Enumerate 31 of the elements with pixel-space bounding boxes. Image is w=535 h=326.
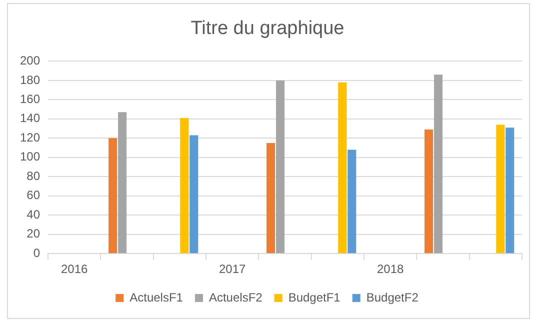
- legend-label: ActuelsF1: [130, 290, 184, 304]
- y-tick-label: 0: [33, 246, 40, 260]
- y-tick-label: 140: [20, 111, 40, 126]
- bar: [180, 118, 189, 254]
- bar: [424, 130, 434, 254]
- y-tick-label: 80: [26, 168, 40, 183]
- bar: [108, 138, 118, 254]
- legend-label: BudgetF2: [366, 290, 419, 304]
- bar: [434, 74, 443, 254]
- x-tick-label: 2016: [61, 262, 88, 276]
- y-tick-label: 100: [20, 150, 40, 164]
- bar: [190, 135, 198, 254]
- y-tick-label: 20: [26, 226, 40, 241]
- y-tick-label: 60: [26, 188, 40, 202]
- bar: [348, 150, 356, 254]
- y-tick-label: 160: [20, 92, 40, 106]
- legend-label: ActuelsF2: [208, 290, 263, 304]
- y-tick-label: 120: [20, 130, 40, 144]
- y-tick-label: 40: [26, 207, 40, 222]
- bar: [496, 124, 505, 254]
- bar: [338, 82, 347, 254]
- x-tick-label: 2017: [218, 262, 246, 276]
- bar: [506, 128, 514, 254]
- y-tick-label: 180: [20, 72, 40, 87]
- bar: [276, 80, 285, 254]
- chart-title: Titre du graphique: [190, 18, 346, 40]
- bar: [266, 142, 276, 254]
- bar: [118, 112, 127, 254]
- x-tick-label: 2018: [376, 262, 404, 276]
- legend-label: BudgetF1: [288, 290, 341, 304]
- y-tick-label: 200: [20, 54, 40, 68]
